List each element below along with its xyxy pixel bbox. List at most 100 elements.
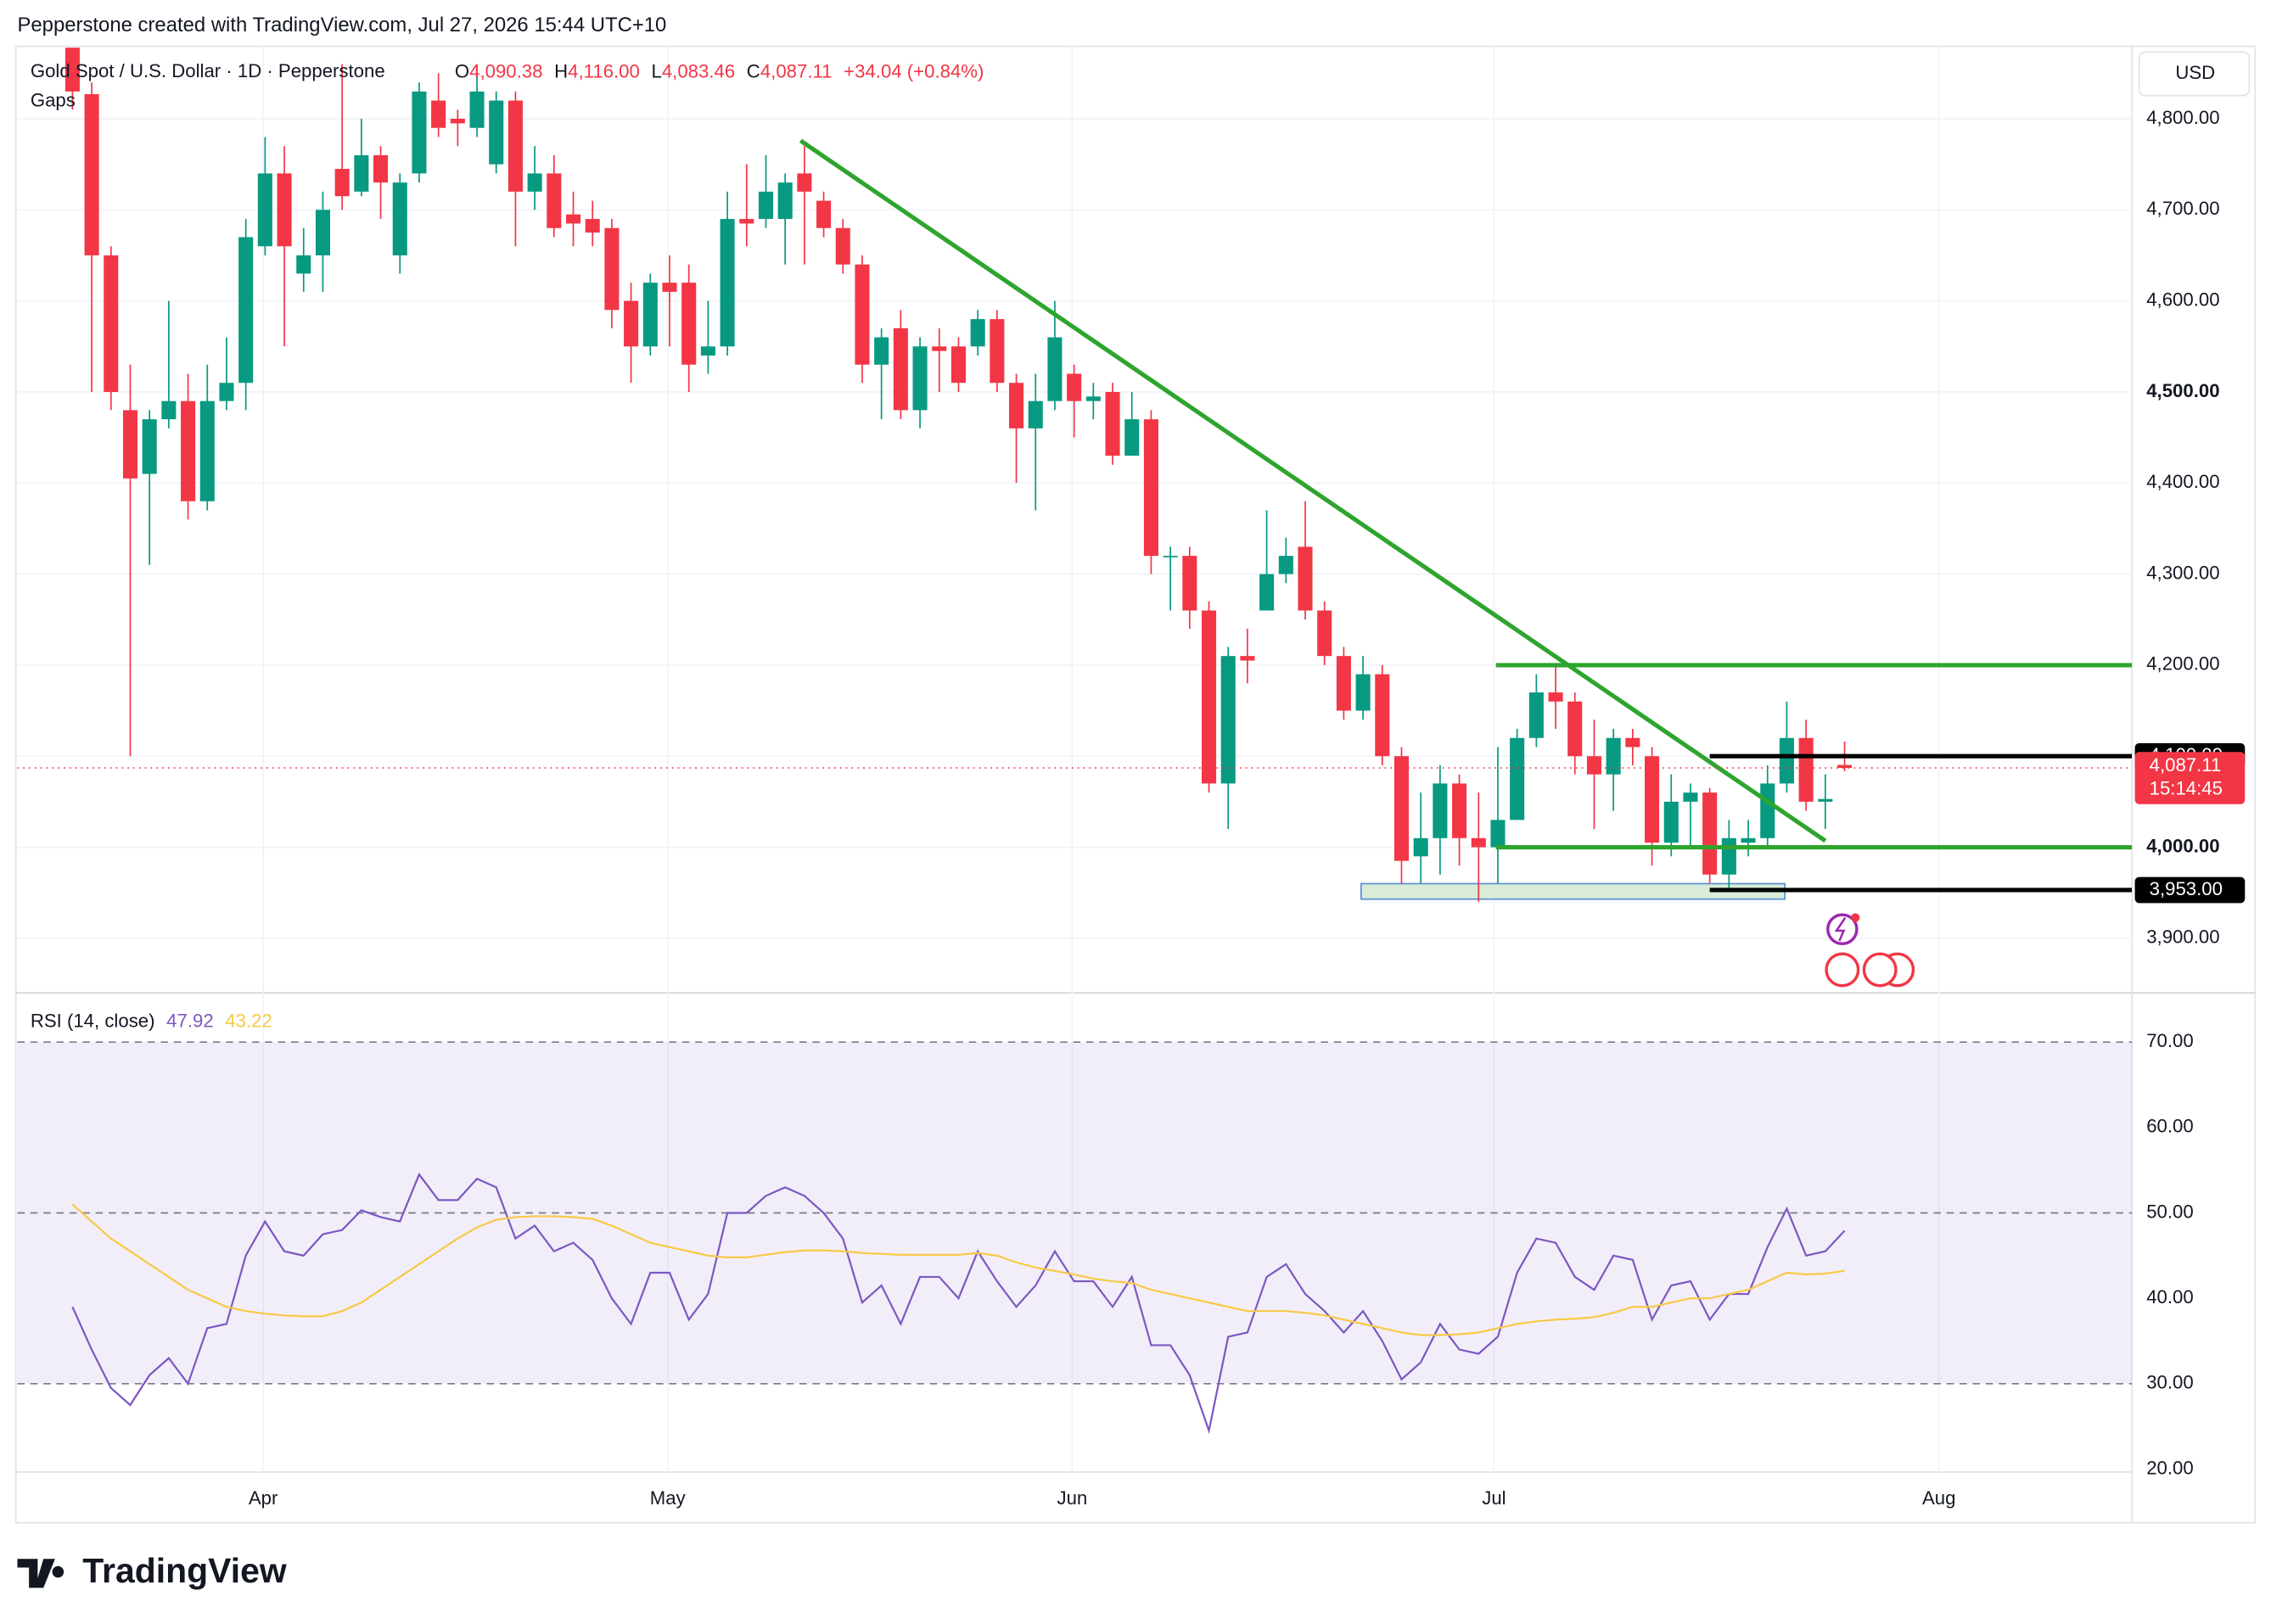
candle-body — [1413, 837, 1428, 857]
legend-low: 4,083.46 — [662, 60, 735, 81]
legend-o: O — [455, 60, 469, 81]
candle-body — [1586, 756, 1601, 775]
candle-body — [1798, 737, 1814, 802]
y-tick-label: 50.00 — [2146, 1201, 2193, 1222]
candle-body — [1510, 737, 1525, 820]
currency[interactable]: USD — [2175, 62, 2215, 83]
candle-body — [1278, 556, 1293, 574]
x-tick-label: Jun — [1057, 1487, 1087, 1509]
candle-body — [662, 283, 677, 292]
candle-body — [1490, 820, 1506, 848]
logo: TradingView — [17, 1551, 287, 1590]
event-dot — [1851, 913, 1860, 922]
candle-body — [64, 48, 80, 92]
candle-body — [681, 283, 697, 365]
rsi-value: 43.22 — [225, 1010, 272, 1031]
candle-body — [1836, 764, 1853, 769]
candle-body — [489, 100, 504, 165]
rsi-line — [71, 1172, 1846, 1435]
candle-body — [1201, 610, 1217, 784]
event-icons — [1825, 913, 1915, 988]
candle-body — [527, 173, 542, 192]
candle-body — [257, 173, 272, 247]
legend-open: 4,090.38 — [469, 60, 542, 81]
candle-body — [277, 173, 292, 247]
y-tick-label: 3,900.00 — [2146, 927, 2219, 948]
candle-body — [1452, 783, 1467, 838]
rsi-value: 47.92 — [166, 1010, 213, 1031]
candle-body — [104, 255, 119, 392]
candle-body — [1606, 737, 1621, 775]
y-tick-label: 60.00 — [2146, 1116, 2193, 1137]
candle-body — [835, 227, 850, 265]
candle-body — [1143, 419, 1158, 557]
legend-h: H — [554, 60, 568, 81]
candle-body — [1105, 391, 1120, 456]
candle-body — [1818, 798, 1833, 802]
candle-body — [1067, 373, 1082, 401]
candle-body — [1548, 692, 1563, 702]
candle-body — [990, 319, 1005, 384]
candle-body — [1567, 701, 1583, 757]
y-tick-label: 4,300.00 — [2146, 562, 2219, 583]
candle-body — [1760, 783, 1775, 838]
candle-body — [315, 210, 330, 255]
candle-body — [1663, 801, 1679, 843]
trendline — [799, 138, 1827, 843]
candle-body — [219, 383, 234, 401]
candle-body — [450, 119, 465, 124]
candle-body — [1163, 556, 1178, 557]
x-tick-label: Aug — [1922, 1487, 1955, 1509]
candle-body — [431, 100, 446, 128]
candle-body — [334, 169, 350, 197]
candle-body — [547, 173, 562, 228]
y-tick-label: 4,700.00 — [2146, 198, 2219, 219]
candle-body — [565, 214, 581, 224]
credit: Pepperstone created with TradingView.com… — [17, 14, 666, 36]
candle-body — [181, 400, 196, 501]
chart-title: Gold Spot / U.S. Dollar · 1D · Peppersto… — [31, 60, 385, 81]
currency-button[interactable] — [2138, 51, 2251, 97]
candle-body — [1721, 837, 1736, 875]
candle-body — [816, 200, 832, 228]
candle-body — [1741, 837, 1756, 843]
candle-body — [1047, 337, 1063, 401]
candle-body — [1336, 656, 1351, 711]
candle-body — [777, 182, 793, 220]
candle-body — [1028, 400, 1043, 428]
candle-body — [970, 319, 985, 347]
candle-body — [1182, 556, 1197, 611]
y-tick-label: 30.00 — [2146, 1372, 2193, 1393]
legend-close: 4,087.11 — [760, 60, 833, 81]
y-tick-label: 4,600.00 — [2146, 288, 2219, 310]
candle-body — [1355, 674, 1371, 711]
rsi-title: RSI (14, close) — [31, 1010, 155, 1031]
candle-body — [855, 264, 870, 365]
candle-body — [893, 328, 908, 411]
candle-body — [122, 410, 138, 479]
frame — [14, 45, 2257, 1524]
candle-body — [758, 191, 774, 220]
y-tick-label: 4,500.00 — [2146, 380, 2219, 401]
event-flag — [1825, 952, 1860, 988]
candle-body — [1375, 674, 1390, 757]
y-tick-label: 70.00 — [2146, 1030, 2193, 1051]
candle-body — [1298, 546, 1313, 611]
candle-body — [392, 182, 407, 255]
event-icon-bolt — [1834, 916, 1847, 942]
candle-body — [199, 400, 215, 501]
candle-body — [1009, 383, 1024, 428]
y-tick-label: 4,800.00 — [2146, 107, 2219, 128]
event-icon — [1826, 913, 1859, 945]
legend-l: L — [651, 60, 661, 81]
legend-c: C — [747, 60, 760, 81]
candle-body — [1393, 756, 1410, 861]
candle-body — [1702, 792, 1718, 875]
candle-body — [932, 346, 947, 351]
y-tick-label: 20.00 — [2146, 1457, 2193, 1478]
price-badge-label: 3,953.00 — [2150, 878, 2223, 899]
y-tick-label: 4,000.00 — [2146, 835, 2219, 856]
candle-body — [1683, 792, 1698, 802]
